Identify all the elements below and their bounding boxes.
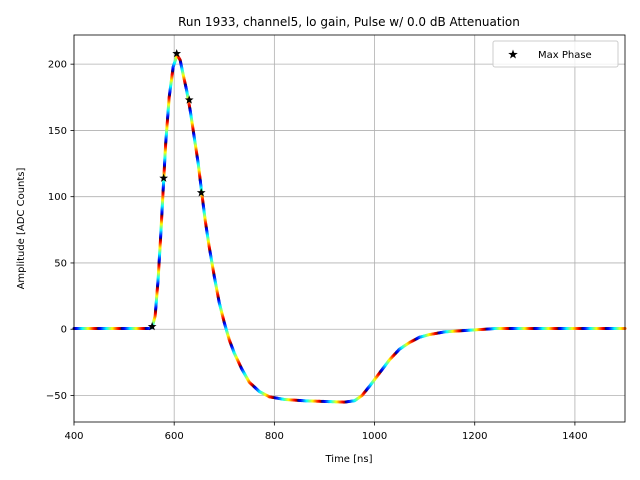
x-tick-label: 800 <box>265 431 284 442</box>
y-tick-label: 200 <box>48 60 67 71</box>
legend-box <box>492 40 619 68</box>
y-axis: −50 0 50 100 150 200 <box>46 60 74 402</box>
chart-title: Run 1933, channel5, lo gain, Pulse w/ 0.… <box>178 15 520 29</box>
legend: Max Phase <box>492 40 619 68</box>
y-tick-label: −50 <box>46 391 67 402</box>
max-phase-points <box>147 48 206 331</box>
plot-area <box>74 35 625 422</box>
x-tick-label: 1400 <box>562 431 587 442</box>
y-tick-label: 50 <box>54 258 67 269</box>
y-tick-label: 150 <box>48 126 67 137</box>
max-phase-star <box>159 173 169 182</box>
y-axis-label: Amplitude [ADC Counts] <box>16 167 27 289</box>
x-axis: 400 600 800 1000 1200 1400 <box>64 422 588 442</box>
y-tick-label: 0 <box>61 325 67 336</box>
max-phase-star <box>147 321 157 331</box>
y-tick-label: 100 <box>48 192 67 203</box>
legend-label: Max Phase <box>538 50 592 61</box>
legend-star <box>508 49 518 59</box>
legend-star-icon <box>508 49 518 59</box>
x-tick-label: 1200 <box>462 431 487 442</box>
plot-frame <box>73 34 626 423</box>
max-phase-star <box>196 188 206 197</box>
x-tick-label: 400 <box>64 431 83 442</box>
max-phase-star <box>172 48 182 58</box>
data-points <box>72 53 627 404</box>
max-phase-star <box>184 95 194 104</box>
x-axis-label: Time [ns] <box>324 454 372 465</box>
x-tick-label: 600 <box>165 431 184 442</box>
x-tick-label: 1000 <box>362 431 387 442</box>
